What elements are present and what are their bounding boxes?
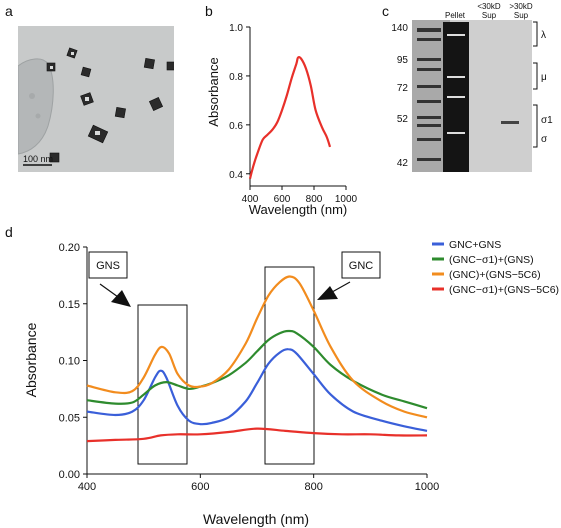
series-line-1 bbox=[86, 329, 428, 410]
legend-label: (GNC)+(GNS−5C6) bbox=[449, 269, 541, 281]
y-tick-label: 0.20 bbox=[59, 242, 80, 254]
x-tick-label: 1000 bbox=[415, 481, 439, 493]
y-tick-label: 0.00 bbox=[59, 469, 80, 481]
gnc-box bbox=[264, 266, 315, 465]
y-tick-label: 0.15 bbox=[59, 299, 80, 311]
band-sigma1 bbox=[501, 121, 519, 124]
gns-label: GNS bbox=[96, 260, 120, 272]
x-tick-label: 600 bbox=[191, 481, 209, 493]
marker-42: 42 bbox=[397, 158, 409, 169]
band-brackets bbox=[533, 21, 538, 148]
y-tick-label: 0.10 bbox=[59, 356, 80, 368]
y-tick-label: 0.6 bbox=[229, 121, 243, 132]
chart-d: 400 600 800 1000 0.00 0.05 0.10 0.15 0.20 GNS GN… bbox=[23, 239, 559, 527]
marker-72: 72 bbox=[397, 83, 409, 94]
chart-b-ylabel: Absorbance bbox=[206, 57, 221, 126]
panel-letter-c: c bbox=[382, 3, 389, 19]
marker-52: 52 bbox=[397, 114, 409, 125]
tem-image: 100 nm bbox=[18, 26, 174, 172]
chart-d-axes: 400 600 800 1000 0.00 0.05 0.10 0.15 0.20 bbox=[59, 242, 440, 493]
lane-label-gt30kd: >30kD Sup bbox=[509, 2, 533, 20]
chart-b-series bbox=[248, 56, 332, 179]
x-tick-label: 800 bbox=[304, 481, 322, 493]
chart-b-xlabel: Wavelength (nm) bbox=[249, 202, 348, 217]
panel-letter-a: a bbox=[5, 3, 13, 19]
lane-ladder bbox=[417, 28, 441, 161]
band-label-lambda: λ bbox=[541, 30, 546, 41]
legend-label: GNC+GNS bbox=[449, 239, 501, 251]
x-tick-label: 1000 bbox=[335, 194, 358, 205]
panel-letter-b: b bbox=[205, 3, 213, 19]
gns-arrowhead bbox=[111, 290, 131, 307]
marker-140: 140 bbox=[391, 23, 408, 34]
chart-d-series bbox=[86, 275, 428, 443]
gnc-label-box bbox=[341, 251, 381, 279]
lane-label-pellet: Pellet bbox=[445, 11, 466, 20]
chart-b: 400 600 800 1000 0.4 0.6 0.8 1.0 Wavelength (nm… bbox=[206, 23, 358, 217]
gns-label-box bbox=[88, 251, 128, 279]
series-line-0 bbox=[248, 56, 332, 179]
lane-label-lt30kd: <30kD Sup bbox=[477, 2, 501, 20]
x-tick-label: 400 bbox=[78, 481, 96, 493]
series-line-2 bbox=[86, 275, 428, 419]
chart-d-annotations: GNS GNC bbox=[88, 251, 381, 465]
chart-d-xlabel: Wavelength (nm) bbox=[203, 511, 309, 527]
x-tick-label: 600 bbox=[274, 194, 291, 205]
chart-d-ylabel: Absorbance bbox=[23, 322, 39, 397]
legend-label: (GNC−σ1)+(GNS) bbox=[449, 254, 534, 266]
tem-micrograph: 100 nm bbox=[18, 26, 174, 172]
x-tick-label: 800 bbox=[306, 194, 323, 205]
x-tick-label: 400 bbox=[242, 194, 259, 205]
legend-label: (GNC−σ1)+(GNS−5C6) bbox=[449, 284, 559, 296]
chart-b-axes: 400 600 800 1000 0.4 0.6 0.8 1.0 bbox=[229, 23, 357, 205]
gnc-arrowhead bbox=[317, 286, 338, 300]
y-tick-label: 1.0 bbox=[229, 23, 243, 34]
band-label-mu: μ bbox=[541, 72, 547, 83]
chart-d-legend: GNC+GNS (GNC−σ1)+(GNS) (GNC)+(GNS−5C6) (GNC… bbox=[432, 239, 559, 296]
y-tick-label: 0.4 bbox=[229, 170, 243, 181]
series-line-3 bbox=[86, 427, 428, 443]
panel-letter-d: d bbox=[5, 224, 13, 240]
band-label-sigma: σ bbox=[541, 134, 548, 145]
series-line-0 bbox=[86, 348, 428, 432]
band-label-sigma1: σ1 bbox=[541, 115, 553, 126]
gnc-label: GNC bbox=[349, 260, 374, 272]
gns-box bbox=[137, 304, 188, 465]
y-tick-label: 0.8 bbox=[229, 72, 243, 83]
marker-95: 95 bbox=[397, 55, 409, 66]
gel-figure: 140 95 72 52 42 Pellet <30kD Sup >30kD Sup… bbox=[391, 2, 553, 172]
scale-bar-label: 100 nm bbox=[23, 154, 53, 164]
y-tick-label: 0.05 bbox=[59, 412, 80, 424]
